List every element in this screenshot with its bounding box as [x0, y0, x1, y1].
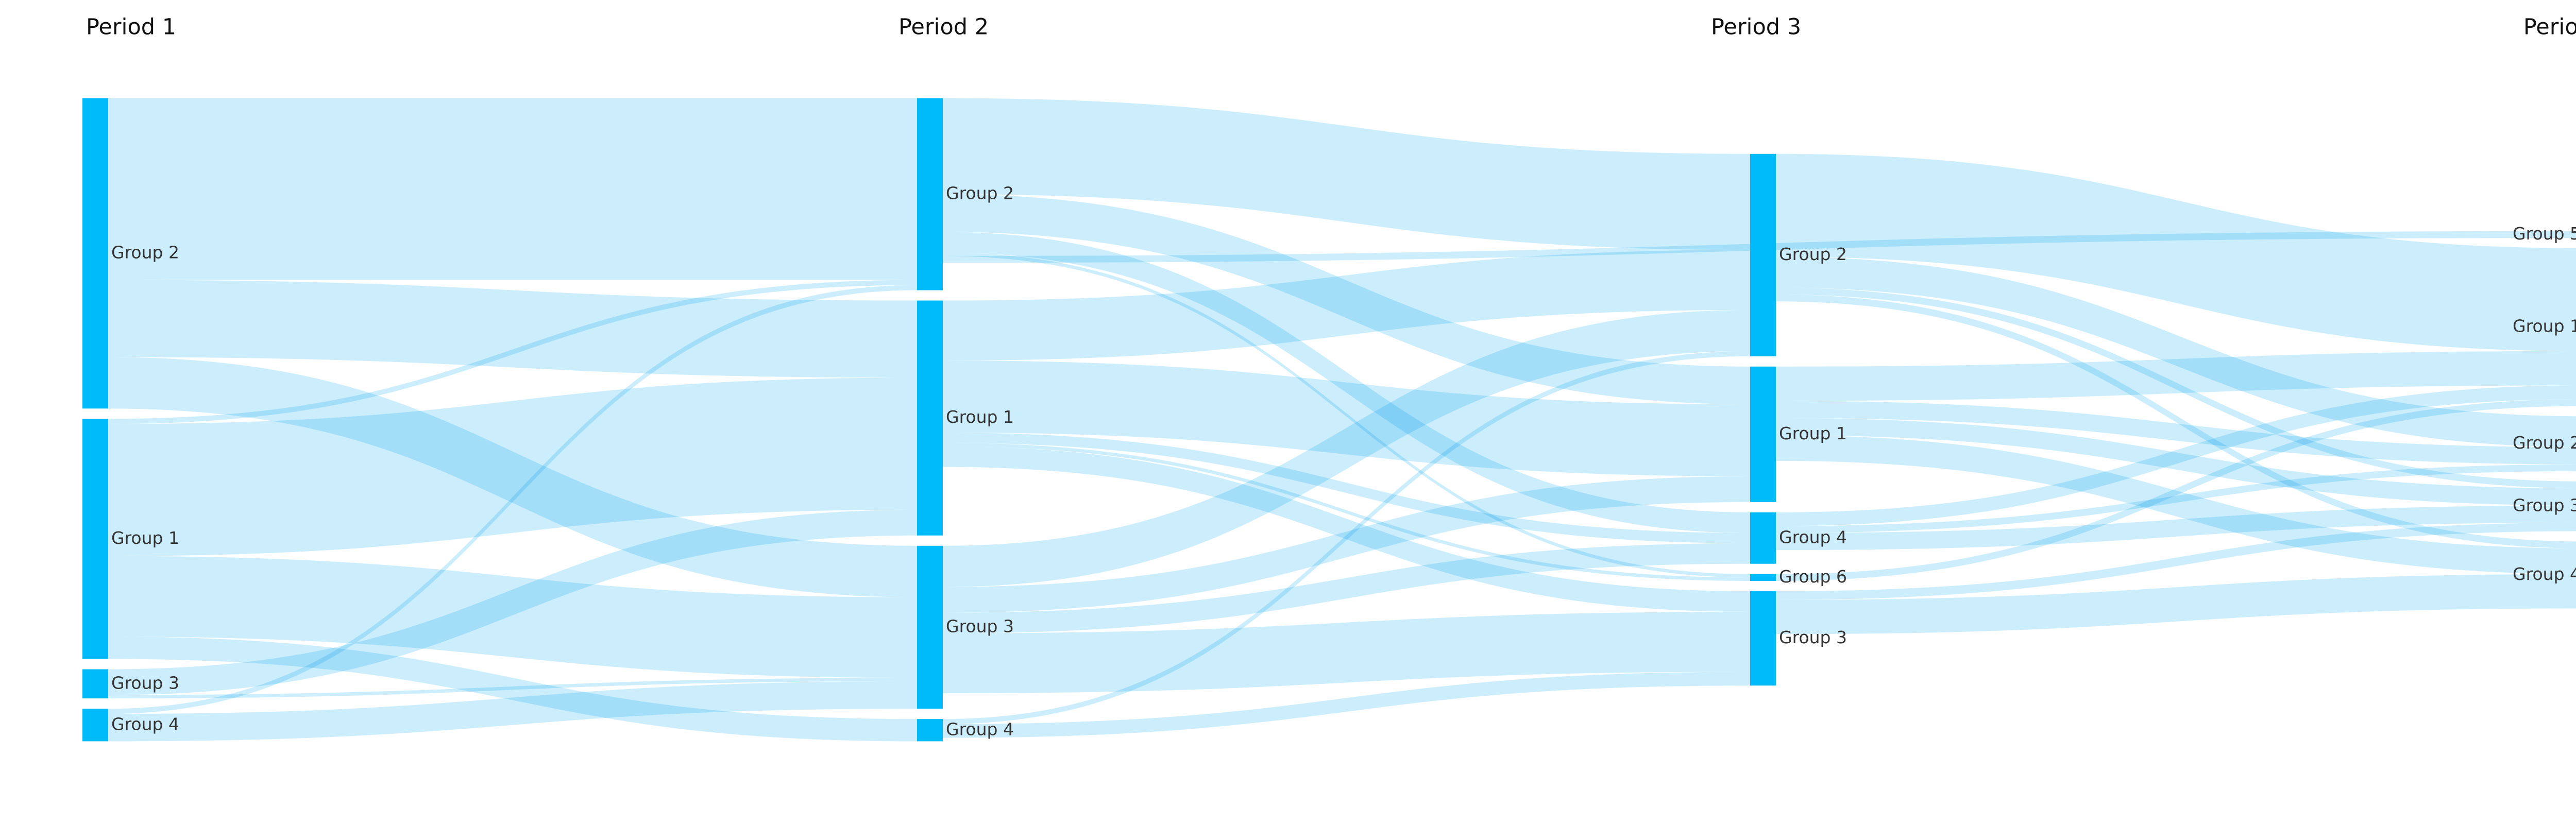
flow-link: [943, 351, 1750, 725]
flow-link: [1776, 464, 2576, 533]
flow-link: [943, 442, 1750, 581]
flow-link: [943, 476, 1750, 613]
node-label: Group 4: [2513, 564, 2576, 584]
flow-link: [108, 678, 917, 699]
flow-link: [943, 672, 1750, 738]
flow-link: [943, 250, 1750, 361]
node-label: Group 4: [946, 719, 1014, 739]
node-bar: [82, 98, 108, 409]
node-label: Group 2: [2513, 433, 2576, 453]
flow-link: [108, 681, 917, 742]
node-bar: [1750, 591, 1776, 686]
flow-link: [1776, 385, 2576, 526]
flow-link: [1776, 294, 2576, 548]
flow-link: [1776, 153, 2576, 351]
node-label: Group 6: [1779, 566, 1847, 587]
node-label: Group 1: [1779, 423, 1847, 443]
flow-link: [1776, 574, 2576, 634]
node-bar: [1750, 366, 1776, 502]
flow-link: [943, 98, 1750, 250]
node-bar: [1750, 153, 1776, 356]
node-label: Group 2: [111, 242, 179, 262]
flow-link: [1776, 351, 2576, 401]
node-label: Group 5: [2513, 224, 2576, 244]
flow-link: [1776, 435, 2576, 574]
node-label: Group 2: [946, 183, 1014, 203]
node-label: Group 1: [2513, 316, 2576, 336]
node-bar: [1750, 574, 1776, 581]
node-bar: [917, 300, 943, 536]
flow-link: [108, 285, 917, 714]
flow-link: [1776, 256, 2576, 448]
node-label: Group 3: [1779, 627, 1847, 647]
flow-link: [943, 543, 1750, 633]
flow-link: [943, 360, 1750, 476]
node-bar: [917, 719, 943, 742]
flow-link: [1776, 399, 2576, 581]
flow-link: [943, 310, 1750, 587]
flow-link: [108, 377, 917, 556]
period-title: Period 4: [2523, 14, 2576, 40]
node-label: Group 4: [111, 714, 179, 734]
node-label: Group 4: [1779, 527, 1847, 547]
flow-link: [108, 280, 917, 378]
flow-link: [108, 556, 917, 678]
node-label: Group 2: [1779, 244, 1847, 264]
period-title: Period 2: [899, 14, 989, 40]
period-title: Period 3: [1711, 14, 1801, 40]
node-bar: [82, 669, 108, 699]
node-label: Group 1: [111, 528, 179, 548]
flow-link: [1776, 401, 2576, 465]
period-title: Period 1: [86, 14, 176, 40]
node-bar: [82, 709, 108, 742]
node-bar: [82, 419, 108, 659]
node-bar: [917, 545, 943, 709]
flow-link: [943, 432, 1750, 543]
node-label: Group 1: [946, 407, 1014, 427]
flow-link: [108, 280, 917, 424]
flow-link: [943, 446, 1750, 612]
node-bar: [917, 98, 943, 290]
flow-link: [108, 98, 917, 280]
node-label: Group 3: [111, 673, 179, 693]
flow-link: [1776, 505, 2576, 551]
node-label: Group 3: [2513, 495, 2576, 516]
flow-link: [943, 612, 1750, 694]
links: [108, 98, 2576, 742]
flow-link: [1776, 522, 2576, 600]
node-bar: [1750, 512, 1776, 564]
node-label: Group 3: [946, 616, 1014, 636]
flow-link: [108, 509, 917, 695]
